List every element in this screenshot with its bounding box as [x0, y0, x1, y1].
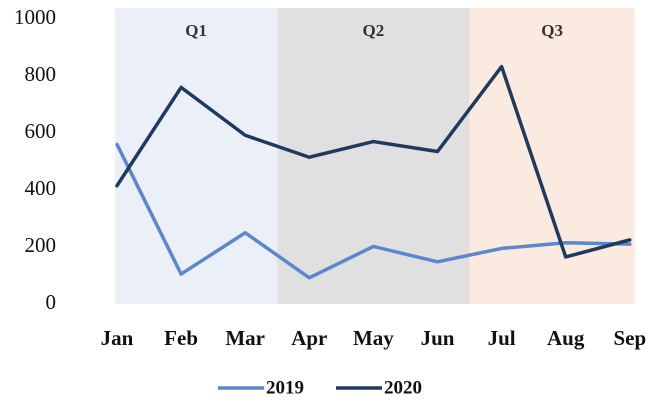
x-tick-label: Jul: [488, 326, 516, 350]
x-tick-label: Sep: [613, 326, 646, 350]
x-tick-label: Feb: [164, 326, 198, 350]
legend-label: 2019: [266, 377, 304, 398]
band-label: Q2: [363, 21, 385, 40]
y-tick-label: 0: [46, 290, 57, 314]
y-tick-label: 200: [25, 233, 57, 257]
legend-label: 2020: [384, 377, 422, 398]
quarter-band: [469, 8, 635, 304]
y-tick-label: 800: [25, 62, 57, 86]
x-tick-label: Aug: [547, 326, 585, 350]
y-tick-label: 600: [25, 119, 57, 143]
x-tick-label: Apr: [291, 326, 327, 350]
y-tick-label: 1000: [14, 5, 56, 29]
x-tick-label: Jan: [101, 326, 134, 350]
x-tick-label: Mar: [225, 326, 265, 350]
series-line: [115, 142, 632, 280]
band-label: Q1: [185, 21, 207, 40]
quarter-band: [115, 8, 278, 304]
x-tick-label: May: [353, 326, 394, 350]
x-tick-label: Jun: [421, 326, 455, 350]
band-label: Q3: [541, 21, 563, 40]
series-line: [115, 64, 632, 259]
y-tick-label: 400: [25, 176, 57, 200]
